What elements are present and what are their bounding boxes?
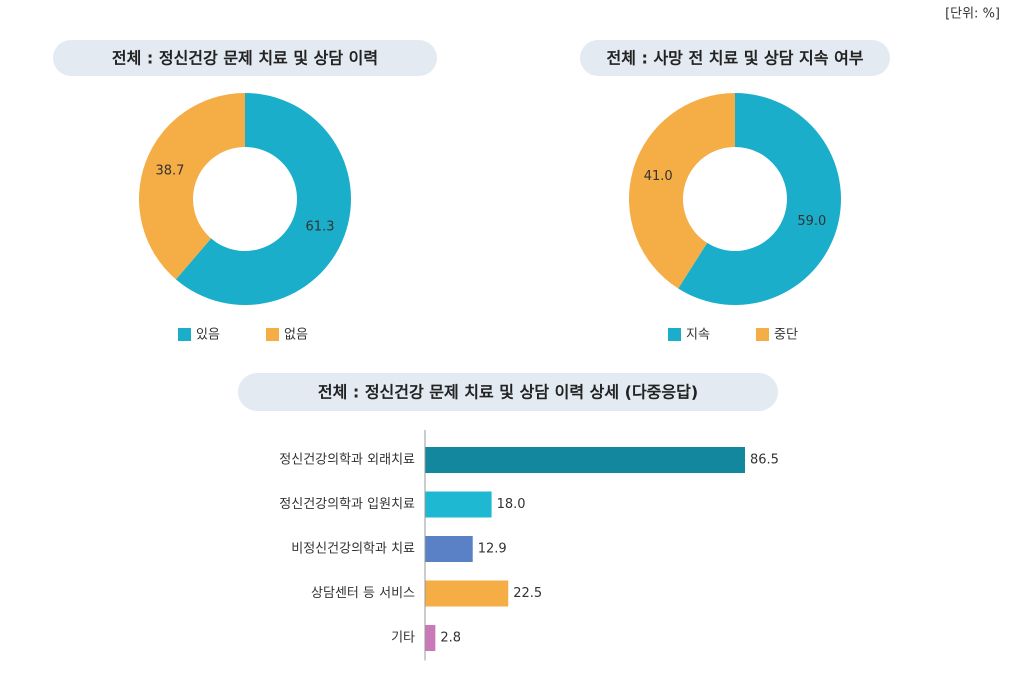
data-label: 22.5 — [513, 586, 542, 601]
legend-swatch — [668, 328, 681, 341]
legend-swatch — [178, 328, 191, 341]
chart-title: 전체 : 사망 전 치료 및 상담 지속 여부 — [606, 49, 863, 68]
legend-label: 있음 — [196, 328, 220, 343]
pie-slice — [175, 93, 352, 305]
chart-title: 전체 : 정신건강 문제 치료 및 상담 이력 상세 (다중응답) — [318, 383, 698, 402]
data-label: 59.0 — [797, 214, 826, 229]
chart-title: 전체 : 정신건강 문제 치료 및 상담 이력 — [112, 49, 378, 68]
category-label: 상담센터 등 서비스 — [311, 586, 415, 601]
legend-label: 없음 — [284, 328, 308, 343]
data-label: 2.8 — [440, 631, 461, 646]
category-label: 정신건강의학과 외래치료 — [279, 453, 415, 468]
category-label: 기타 — [391, 631, 415, 646]
bar — [425, 447, 745, 473]
data-label: 38.7 — [156, 164, 185, 179]
legend-label: 지속 — [686, 328, 710, 343]
unit-label: [단위: %] — [945, 7, 1000, 22]
bar — [425, 491, 492, 518]
title-pill — [53, 40, 437, 76]
legend-label: 중단 — [774, 328, 798, 343]
category-label: 정신건강의학과 입원치료 — [279, 497, 415, 512]
title-pill — [238, 373, 778, 411]
pie-slice — [678, 93, 841, 305]
legend-swatch — [266, 328, 279, 341]
data-label: 18.0 — [497, 497, 526, 512]
bar — [425, 625, 436, 651]
bar — [425, 580, 509, 607]
pie-slice — [139, 92, 245, 280]
data-label: 41.0 — [644, 169, 673, 184]
data-label: 86.5 — [750, 453, 779, 468]
data-label: 12.9 — [478, 542, 507, 557]
category-label: 비정신건강의학과 치료 — [291, 542, 415, 557]
title-pill — [580, 40, 890, 76]
pie-slice — [628, 93, 735, 289]
legend-swatch — [756, 328, 769, 341]
data-label: 61.3 — [306, 219, 335, 234]
bar — [425, 536, 473, 562]
